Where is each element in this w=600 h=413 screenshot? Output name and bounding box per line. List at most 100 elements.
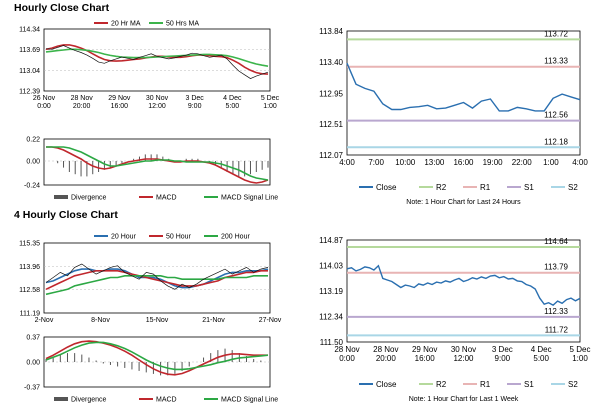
series-close — [45, 263, 269, 290]
x-tick-label: 20:00 — [376, 354, 397, 363]
series-close — [45, 45, 269, 79]
chart-note: Note: 1 Hour Chart for Last 24 Hours — [406, 199, 521, 206]
level-label-r1: 113.33 — [544, 57, 568, 66]
legend-label: 200 Hour — [221, 234, 250, 241]
x-tick-label: 4 Dec — [531, 345, 552, 354]
x-tick-label: 2-Nov — [35, 317, 54, 324]
y-tick-label: 112.39 — [19, 89, 40, 96]
series-close — [346, 264, 581, 306]
y-tick-label: 111.19 — [20, 311, 40, 318]
x-tick-label: 22:00 — [512, 158, 533, 167]
level-label-s1: 112.56 — [544, 111, 568, 120]
x-tick-label: 8-Nov — [91, 317, 110, 324]
y-tick-label: 112.07 — [319, 151, 343, 160]
legend-label: 20 Hr MA — [111, 21, 141, 28]
chart-hourly-price: 114.34 113.69 113.04 112.39 20 Hr MA 50 Hrs M… — [19, 21, 280, 111]
x-tick-label: 4:00 — [572, 158, 588, 167]
x-tick-label: 28 Nov — [373, 345, 398, 354]
x-tick-label: 15-Nov — [146, 317, 169, 324]
y-tick-label: 0.22 — [26, 137, 40, 144]
y-tick-label: 0.00 — [26, 159, 40, 166]
x-tick-label: 7:00 — [368, 158, 384, 167]
y-tick-label: 112.51 — [319, 120, 343, 129]
series-close — [346, 62, 581, 112]
legend-label: MACD — [156, 195, 177, 202]
x-tick-label: 1:00 — [543, 158, 559, 167]
x-tick-label: 30 Nov — [146, 95, 169, 102]
x-tick-label: 20:00 — [73, 103, 91, 110]
x-tick-label: 19:00 — [483, 158, 504, 167]
series-50-hrs-ma — [45, 48, 269, 67]
y-tick-label: 0.37 — [26, 335, 40, 342]
chart-fourhourly-week: 114.87 114.03 113.19 112.34 111.50 114.64 113.… — [319, 236, 590, 403]
legend-label: R1 — [480, 183, 491, 192]
chart-note: Note: 1 Hour Chart for Last 1 Week — [409, 396, 519, 403]
y-tick-label: 113.69 — [19, 47, 40, 54]
y-tick-label: 112.95 — [319, 89, 343, 98]
y-tick-label: 113.96 — [19, 264, 40, 271]
x-tick-label: 26 Nov — [33, 95, 56, 102]
series-50-hour — [45, 269, 268, 291]
legend-label: S1 — [524, 380, 534, 389]
plot-frame — [43, 242, 271, 314]
x-tick-label: 0:00 — [37, 103, 51, 110]
series-20-hour — [45, 268, 269, 289]
legend-label: S2 — [568, 183, 578, 192]
legend-label: R2 — [436, 380, 447, 389]
legend-label: Divergence — [71, 195, 107, 202]
x-tick-label: 5 Dec — [570, 345, 591, 354]
y-tick-label: 113.40 — [319, 58, 343, 67]
plot-frame — [43, 138, 271, 186]
x-tick-label: 5:00 — [226, 103, 240, 110]
legend-label: MACD Signal Line — [221, 397, 278, 404]
series-200-hour — [45, 274, 268, 296]
y-tick-label: 115.35 — [19, 241, 40, 248]
legend-label: R1 — [480, 380, 491, 389]
legend-label: 20 Hour — [111, 234, 137, 241]
x-tick-label: 5 Dec — [261, 95, 280, 102]
x-tick-label: 28 Nov — [334, 345, 359, 354]
level-label-r1: 113.79 — [544, 263, 568, 272]
y-tick-label: 114.34 — [19, 27, 40, 34]
x-tick-label: 10:00 — [395, 158, 416, 167]
y-tick-label: 113.19 — [319, 287, 343, 296]
section-title-4hourly: 4 Hourly Close Chart — [14, 209, 118, 221]
y-tick-label: 114.03 — [319, 261, 343, 270]
level-label-r2: 113.72 — [544, 29, 568, 38]
legend-label: 50 Hrs MA — [166, 21, 199, 28]
level-label-s1: 112.33 — [544, 307, 568, 316]
y-tick-label: 0.00 — [26, 360, 40, 367]
legend-label: Close — [376, 380, 397, 389]
legend-label: MACD Signal Line — [221, 195, 278, 202]
x-tick-label: 1:00 — [572, 354, 588, 363]
x-tick-label: 1:00 — [263, 103, 277, 110]
x-tick-label: 27-Nov — [259, 317, 282, 324]
x-tick-label: 30 Nov — [451, 345, 476, 354]
legend-label: 50 Hour — [166, 234, 192, 241]
level-label-s2: 111.72 — [545, 325, 569, 334]
legend-label: MACD — [156, 397, 177, 404]
y-tick-label: 111.50 — [320, 338, 344, 347]
x-tick-label: 3 Dec — [492, 345, 513, 354]
level-label-s2: 112.18 — [544, 137, 568, 146]
y-tick-label: -0.24 — [24, 183, 40, 190]
x-tick-label: 9:00 — [188, 103, 202, 110]
x-tick-label: 16:00 — [453, 158, 474, 167]
x-tick-label: 12:00 — [453, 354, 474, 363]
y-tick-label: 114.87 — [319, 236, 343, 245]
x-tick-label: 13:00 — [424, 158, 445, 167]
y-tick-label: 113.04 — [19, 68, 40, 75]
x-tick-label: 4:00 — [339, 158, 355, 167]
series-macd-signal — [45, 341, 269, 371]
legend-label: S2 — [568, 380, 578, 389]
x-tick-label: 29 Nov — [412, 345, 437, 354]
series-macd-signal — [46, 146, 269, 181]
plot-frame — [43, 28, 271, 92]
x-tick-label: 5:00 — [533, 354, 549, 363]
legend-label: S1 — [524, 183, 534, 192]
y-tick-label: 112.58 — [19, 287, 40, 294]
legend-label: Divergence — [71, 397, 107, 404]
x-tick-label: 4 Dec — [223, 95, 242, 102]
x-tick-label: 29 Nov — [108, 95, 131, 102]
